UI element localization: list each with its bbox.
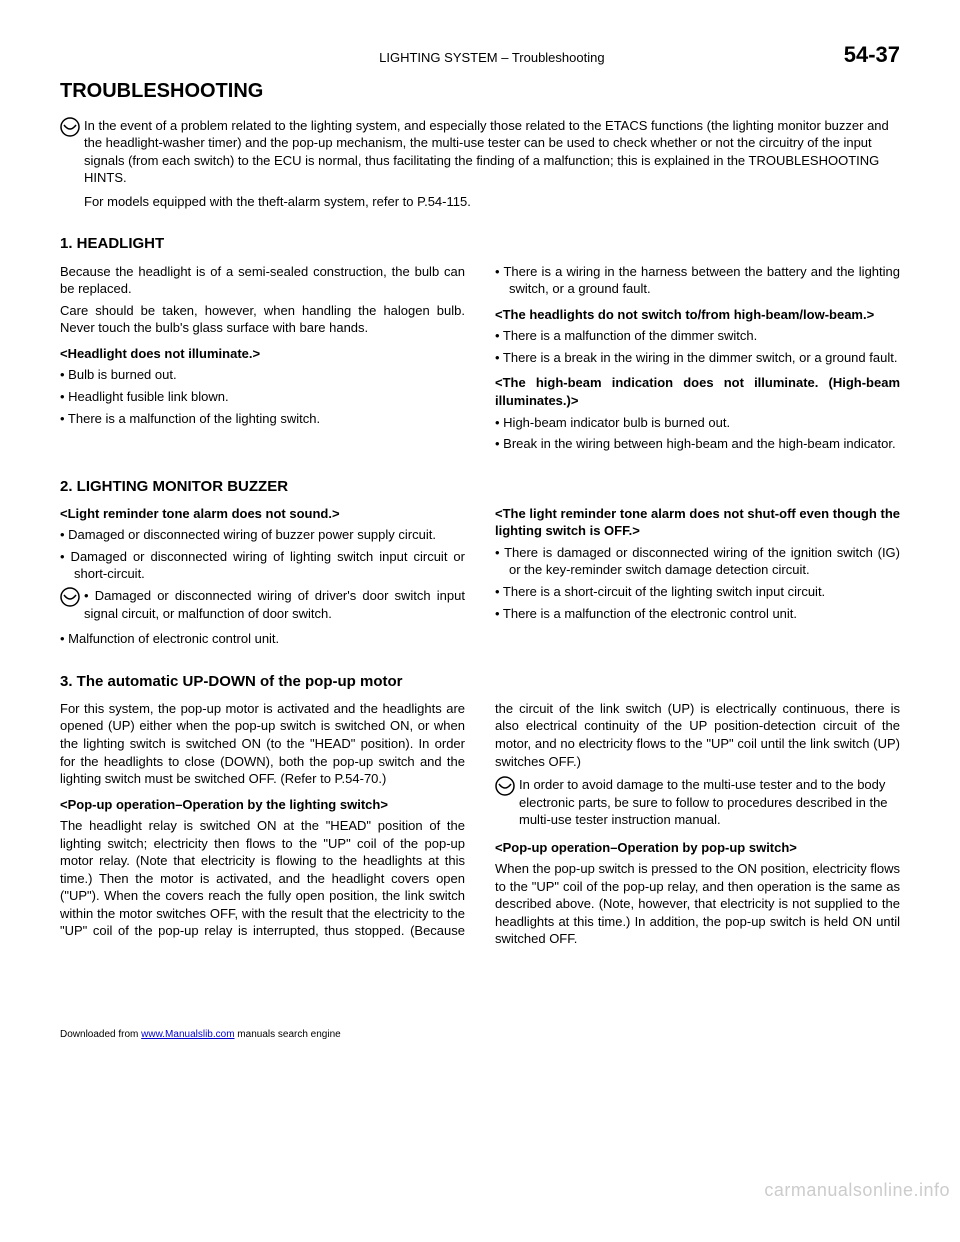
bullet: • High-beam indicator bulb is burned out… [495,414,900,432]
bullet: • There is a malfunction of the dimmer s… [495,327,900,345]
bullet: • There is a break in the wiring in the … [495,349,900,367]
bullet: • There is a short-circuit of the lighti… [495,583,900,601]
section-title: TROUBLESHOOTING [60,78,900,105]
note-text: In order to avoid damage to the multi-us… [519,776,900,829]
bullet: • There is damaged or disconnected wirin… [495,544,900,579]
page-number: 54-37 [844,40,900,70]
bullet: • Damaged or disconnected wiring of buzz… [60,526,465,544]
symptom-heading: <Pop-up operation–Operation by the light… [60,796,465,814]
device-title-headlight: 1. HEADLIGHT [60,234,900,254]
footer-link[interactable]: www.Manualslib.com [141,1029,234,1040]
bullet: • Damaged or disconnected wiring of ligh… [60,548,465,583]
note-icon [60,117,84,137]
note-text: In the event of a problem related to the… [84,117,900,187]
symptom-heading: <The headlights do not switch to/from hi… [495,306,900,324]
bullet: • There is a malfunction of the lighting… [60,410,465,428]
paragraph: Because the headlight is of a semi-seale… [60,263,465,298]
device-title-buzzer: 2. LIGHTING MONITOR BUZZER [60,477,900,497]
bullet: • Malfunction of electronic control unit… [60,630,465,648]
footer-pre: Downloaded from [60,1029,141,1040]
bullet: • Damaged or disconnected wiring of driv… [84,587,465,622]
footer: Downloaded from www.Manualslib.com manua… [60,1028,900,1042]
watermark: carmanualsonline.info [764,1178,950,1202]
footer-post: manuals search engine [235,1029,341,1040]
device-title-popup: 3. The automatic UP-DOWN of the pop-up m… [60,672,900,692]
symptom-heading: <Headlight does not illuminate.> [60,345,465,363]
note-text-2: For models equipped with the theft-alarm… [84,193,900,211]
symptom-heading: <Light reminder tone alarm does not soun… [60,505,465,523]
note-icon [495,776,519,796]
bullet: • Break in the wiring between high-beam … [495,435,900,453]
paragraph: Care should be taken, however, when hand… [60,302,465,337]
symptom-heading: <Pop-up operation–Operation by pop-up sw… [495,839,900,857]
bullet: • There is a wiring in the harness betwe… [495,263,900,298]
bullet: • Headlight fusible link blown. [60,388,465,406]
page-header: LIGHTING SYSTEM – Troubleshooting [140,49,844,67]
note-icon [60,587,84,607]
bullet: • Bulb is burned out. [60,366,465,384]
symptom-heading: <The light reminder tone alarm does not … [495,505,900,540]
paragraph: When the pop-up switch is pressed to the… [495,860,900,948]
paragraph: For this system, the pop-up motor is act… [60,700,465,788]
symptom-heading: <The high-beam indication does not illum… [495,374,900,409]
bullet: • There is a malfunction of the electron… [495,605,900,623]
